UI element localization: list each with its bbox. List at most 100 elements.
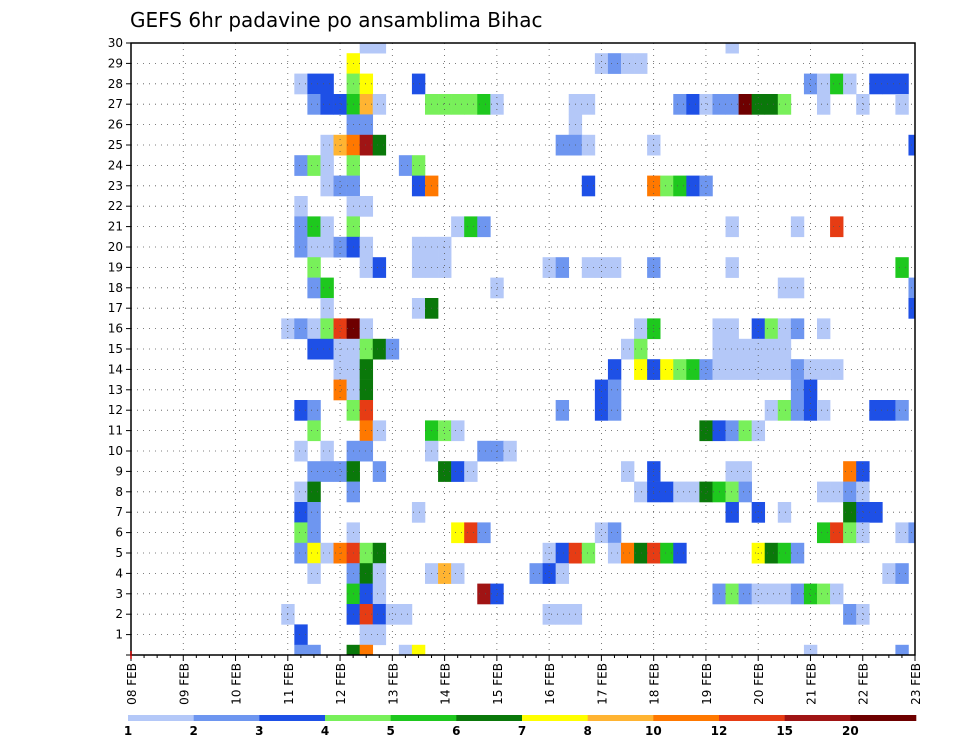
heatmap-cell	[607, 522, 622, 544]
heatmap-cell	[411, 155, 426, 176]
heatmap-cell	[464, 522, 478, 544]
heatmap-cell	[725, 502, 739, 523]
heatmap-cell	[882, 563, 896, 584]
heatmap-cell	[777, 583, 792, 605]
heatmap-cell	[464, 461, 478, 482]
heatmap-cell	[307, 420, 321, 442]
heatmap-cell	[307, 522, 321, 544]
heatmap-cell	[581, 542, 596, 564]
heatmap-cell	[555, 134, 570, 156]
y-tick-label: 5	[115, 546, 123, 560]
heatmap-cell	[320, 94, 334, 115]
heatmap-cell	[830, 481, 844, 503]
heatmap-cell	[555, 257, 570, 278]
heatmap-cell	[777, 542, 792, 564]
heatmap-cell	[725, 461, 739, 482]
heatmap-cell	[764, 542, 779, 564]
colorbar-swatch	[456, 715, 523, 721]
heatmap-cell	[372, 420, 387, 442]
y-tick-label: 28	[108, 77, 123, 91]
heatmap-cell	[607, 359, 622, 380]
heatmap-cell	[725, 216, 739, 238]
heatmap-cell	[594, 257, 609, 278]
heatmap-cell	[294, 236, 308, 258]
heatmap-cell	[333, 379, 347, 401]
x-tick-label: 23 FEB	[909, 663, 923, 705]
heatmap-cell	[738, 461, 752, 482]
heatmap-cell	[320, 277, 334, 299]
heatmap-cell	[660, 542, 674, 564]
heatmap-cell	[725, 420, 739, 442]
heatmap-cell	[777, 400, 792, 421]
y-tick-label: 13	[108, 383, 123, 397]
heatmap-cell	[621, 461, 635, 482]
heatmap-cell	[699, 94, 713, 115]
heatmap-cell	[817, 481, 831, 503]
y-tick-label: 23	[108, 179, 123, 193]
heatmap-cell	[307, 155, 321, 176]
heatmap-cell	[307, 94, 321, 115]
y-tick-label: 12	[108, 403, 123, 417]
heatmap-cell	[764, 318, 779, 340]
heatmap-cell	[751, 318, 766, 340]
heatmap-cell	[725, 257, 739, 278]
colorbar-label: 2	[189, 724, 197, 738]
heatmap-cell	[359, 604, 374, 625]
x-axis: 08 FEB 09 FEB 10 FEB 11 FEB 12 FEB 13 FEB 14 F…	[125, 651, 923, 705]
heatmap-cell	[777, 318, 792, 340]
heatmap-cell	[555, 604, 570, 625]
y-tick-label: 11	[108, 424, 123, 438]
heatmap-cell	[777, 338, 792, 360]
heatmap-cell	[385, 604, 400, 625]
heatmap-cell	[581, 94, 596, 115]
heatmap-cell	[764, 583, 779, 605]
x-tick-label: 12 FEB	[334, 663, 348, 705]
dotted-grid	[131, 43, 915, 655]
heatmap-cell	[817, 583, 831, 605]
heatmap-cell	[673, 94, 687, 115]
x-tick-label: 15 FEB	[491, 663, 505, 705]
heatmap-cell	[738, 338, 752, 360]
heatmap-cell	[359, 338, 374, 360]
heatmap-cell	[372, 43, 387, 54]
heatmap-cell	[803, 644, 818, 656]
heatmap-cell	[372, 604, 387, 625]
heatmap-cell	[411, 236, 426, 258]
heatmap-cell	[882, 73, 896, 95]
colorbar-label: 8	[583, 724, 591, 738]
heatmap-cell	[686, 481, 700, 503]
heatmap-cell	[333, 318, 347, 340]
heatmap-cell	[451, 522, 465, 544]
colorbar-label: 6	[452, 724, 460, 738]
y-tick-label: 21	[108, 220, 123, 234]
colorbar-swatch	[325, 715, 391, 721]
heatmap-cells	[281, 43, 916, 656]
heatmap-cell	[529, 563, 543, 584]
y-tick-label: 22	[108, 199, 123, 213]
x-tick-label: 09 FEB	[177, 663, 191, 705]
heatmap-cell	[359, 420, 374, 442]
heatmap-cell	[307, 216, 321, 238]
heatmap-cell	[725, 43, 739, 54]
heatmap-cell	[438, 461, 452, 482]
x-tick-label: 19 FEB	[700, 663, 714, 705]
heatmap-cell	[634, 542, 648, 564]
heatmap-cell	[411, 644, 426, 656]
heatmap-cell	[751, 502, 766, 523]
heatmap-cell	[438, 563, 452, 584]
heatmap-cell	[555, 400, 570, 421]
colorbar: 1 2 3 4 5 6 7 8 10 12 15 20	[124, 715, 917, 738]
x-tick-label: 13 FEB	[386, 663, 400, 705]
heatmap-cell	[451, 420, 465, 442]
heatmap-cell	[725, 94, 739, 115]
heatmap-cell	[738, 359, 752, 380]
heatmap-cell	[398, 604, 413, 625]
y-tick-label: 15	[108, 342, 123, 356]
heatmap-cell	[634, 318, 648, 340]
heatmap-cell	[294, 644, 308, 656]
heatmap-cell	[294, 400, 308, 421]
heatmap-cell	[320, 155, 334, 176]
heatmap-cell	[294, 502, 308, 523]
heatmap-cell	[882, 400, 896, 421]
heatmap-cell	[607, 53, 622, 74]
